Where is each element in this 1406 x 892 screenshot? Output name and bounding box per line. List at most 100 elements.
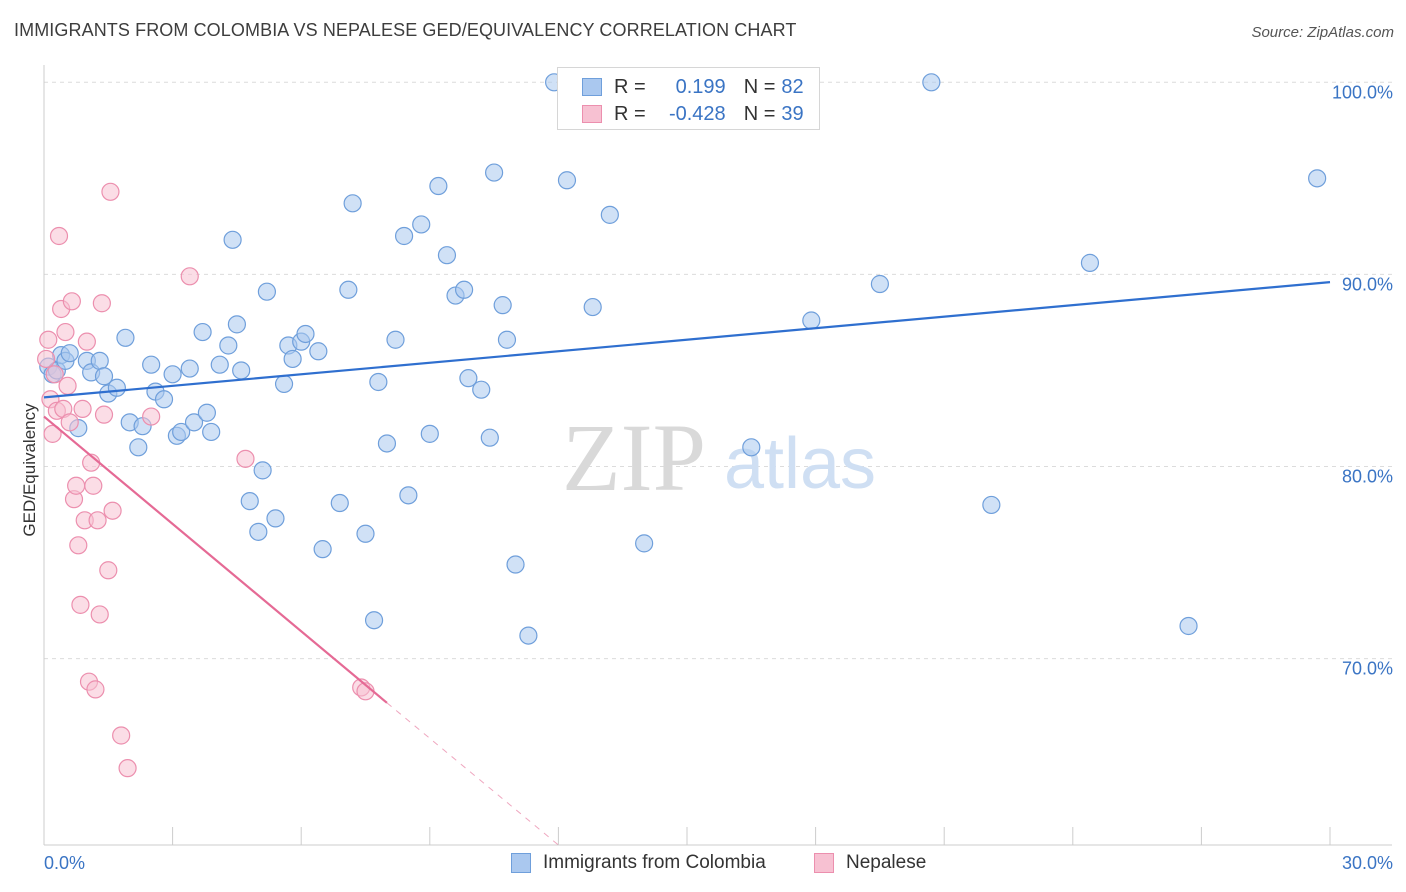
point-colombia [802,311,821,330]
point-colombia [266,509,285,528]
point-colombia [459,369,478,388]
point-nepalese [118,759,137,778]
point-colombia [223,230,242,249]
point-colombia [429,176,448,196]
point-colombia [107,378,126,397]
point-colombia [480,428,499,447]
point-nepalese [86,680,105,699]
point-nepalese [67,476,86,495]
point-colombia [635,534,654,553]
point-nepalese [92,294,111,313]
point-nepalese [73,399,92,418]
point-nepalese [90,605,109,624]
chart-title: IMMIGRANTS FROM COLOMBIA VS NEPALESE GED… [14,20,797,40]
point-colombia [232,361,251,380]
watermark-zip: ZIP [562,404,706,511]
point-colombia [493,296,512,315]
point-colombia [982,495,1001,515]
point-nepalese [112,726,131,745]
point-nepalese [94,405,114,424]
point-colombia [60,344,79,363]
point-colombia [485,163,504,182]
point-nepalese [77,332,96,351]
legend-n-value: 39 [781,102,804,125]
series-nepalese-points [37,182,375,778]
point-colombia [210,355,229,374]
point-nepalese [142,407,161,426]
point-nepalese [56,322,75,342]
point-colombia [497,330,517,349]
y-tick-label: 80.0% [1342,467,1393,487]
point-colombia [219,336,238,355]
point-colombia [116,328,135,347]
point-nepalese [39,330,58,349]
point-colombia [309,342,328,361]
point-nepalese [69,536,88,555]
series-colombia-points [39,73,1327,645]
legend-r-value: -0.428 [668,102,726,125]
y-tick-label: 90.0% [1342,274,1393,294]
point-colombia [197,403,216,422]
point-colombia [142,355,161,374]
point-colombia [129,438,148,457]
trend-line-nepalese-extension [386,702,559,846]
legend-n-value: 82 [781,75,804,98]
trend-line-nepalese [43,415,388,704]
legend-r-label: R = [614,102,646,125]
point-colombia [339,280,358,299]
point-colombia [296,324,315,344]
point-colombia [356,524,375,543]
point-colombia [240,492,259,511]
watermark: ZIP atlas [562,404,876,511]
point-colombia [386,330,405,349]
source-label: Source: ZipAtlas.com [1251,24,1394,41]
legend-row-nepalese: R = -0.428 N = 39 [582,101,804,127]
point-nepalese [103,501,122,520]
point-colombia [154,390,174,409]
point-colombia [364,611,384,630]
point-nepalese [60,413,79,432]
bottom-legend-nepalese: Nepalese [814,852,926,874]
bottom-legend-colombia: Immigrants from Colombia [511,852,766,874]
point-colombia [184,413,204,432]
y-tick-label: 70.0% [1342,659,1393,679]
point-colombia [249,522,268,541]
point-colombia [163,365,182,384]
point-nepalese [99,561,118,580]
point-colombia [330,493,349,513]
point-colombia [557,171,577,190]
point-colombia [1179,616,1198,636]
point-nepalese [71,595,90,614]
correlation-legend: R = 0.199 N = 82 R = -0.428 N = 39 [557,67,820,130]
point-colombia [180,359,199,378]
point-colombia [172,422,191,442]
point-nepalese [101,182,120,201]
point-nepalese [45,365,64,384]
point-nepalese [88,511,107,530]
point-nepalese [43,424,62,443]
point-colombia [94,367,114,386]
point-colombia [377,434,397,453]
point-colombia [600,205,619,224]
trend-line-colombia [43,280,1331,399]
point-colombia [472,380,491,399]
point-colombia [90,351,109,370]
point-nepalese [84,476,103,495]
point-colombia [313,540,332,559]
point-colombia [437,246,457,265]
point-colombia [1308,169,1327,188]
point-colombia [369,372,388,392]
legend-n-label: N = [743,75,776,98]
legend-r-value: 0.199 [675,75,726,98]
point-colombia [343,194,362,213]
trend-lines [43,280,1331,846]
legend-r-label: R = [614,75,646,98]
point-colombia [399,486,418,505]
point-colombia [283,349,302,369]
y-tick-label: 100.0% [1332,82,1393,102]
point-colombia [742,438,761,457]
point-colombia [922,73,941,92]
point-colombia [227,315,246,334]
point-colombia [193,322,212,342]
